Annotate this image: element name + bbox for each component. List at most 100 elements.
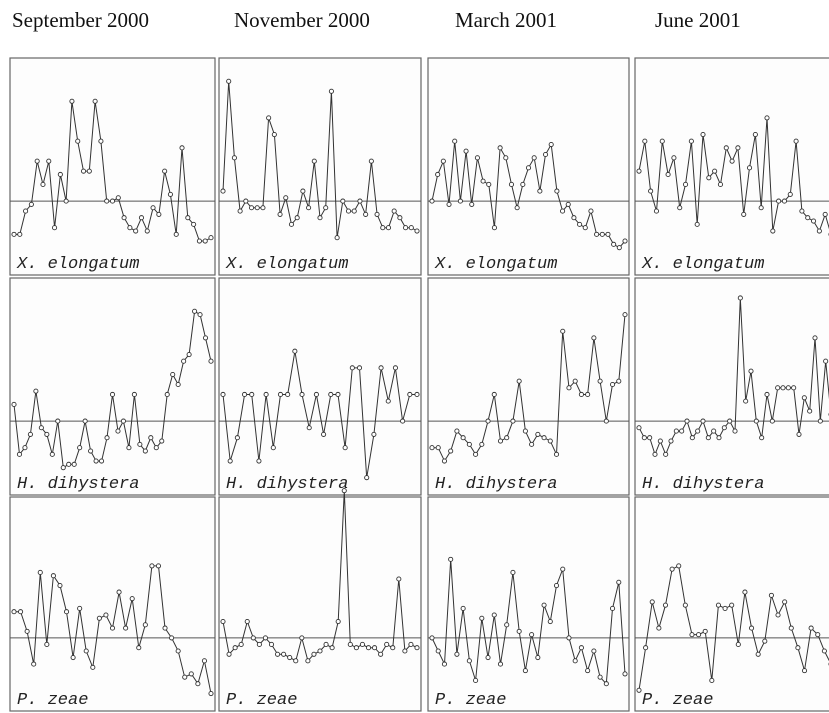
data-point xyxy=(249,391,255,398)
data-point xyxy=(341,488,347,494)
data-point xyxy=(616,245,622,251)
data-point xyxy=(287,654,293,661)
data-point xyxy=(31,661,37,667)
data-point xyxy=(525,165,532,171)
data-point xyxy=(281,651,287,657)
data-point xyxy=(689,632,695,638)
data-point xyxy=(390,645,396,651)
data-point xyxy=(752,131,758,138)
data-point xyxy=(408,225,414,231)
data-point xyxy=(378,365,384,371)
data-point xyxy=(270,445,276,451)
data-point xyxy=(129,596,135,602)
data-point xyxy=(55,418,61,424)
data-point xyxy=(652,451,658,457)
data-point xyxy=(694,221,700,227)
data-point xyxy=(609,381,616,388)
panel-frame xyxy=(427,496,630,712)
data-point xyxy=(605,231,611,237)
data-point xyxy=(69,98,75,104)
data-point xyxy=(173,231,179,237)
data-point xyxy=(109,625,116,631)
data-point xyxy=(741,211,747,217)
data-point xyxy=(162,625,168,631)
data-point xyxy=(220,188,226,194)
data-point xyxy=(99,458,105,464)
species-label: X. elongatum xyxy=(16,255,139,274)
data-point xyxy=(729,602,735,608)
data-point xyxy=(271,131,277,138)
col-title-1: November 2000 xyxy=(234,8,370,32)
data-point xyxy=(196,238,202,244)
data-point xyxy=(473,451,479,457)
data-point xyxy=(299,391,305,398)
data-point xyxy=(49,451,55,457)
data-point xyxy=(706,175,712,181)
data-point xyxy=(755,651,761,657)
data-point xyxy=(162,168,168,174)
data-point xyxy=(238,641,244,648)
data-point xyxy=(175,381,181,388)
data-point xyxy=(578,391,584,398)
data-point xyxy=(121,215,127,221)
data-point xyxy=(63,198,69,204)
data-point xyxy=(457,198,463,204)
data-point xyxy=(622,238,628,244)
data-point xyxy=(277,211,283,217)
data-point xyxy=(244,618,250,625)
data-point xyxy=(648,188,654,194)
data-point xyxy=(801,395,807,401)
data-point xyxy=(572,658,578,664)
data-point xyxy=(123,625,129,631)
data-point xyxy=(454,428,460,434)
data-point xyxy=(454,651,460,657)
data-point xyxy=(599,231,605,237)
data-point xyxy=(34,158,40,164)
data-point xyxy=(313,391,319,398)
species-label: P. zeae xyxy=(435,691,506,710)
data-point xyxy=(414,391,420,398)
data-point xyxy=(283,195,289,201)
data-point xyxy=(144,228,150,234)
data-point xyxy=(400,418,406,424)
data-point xyxy=(293,658,299,664)
col-title-0: September 2000 xyxy=(12,8,150,32)
data-point xyxy=(181,358,187,364)
data-point xyxy=(192,308,198,314)
data-point xyxy=(662,602,669,608)
data-point xyxy=(641,435,647,441)
data-point xyxy=(323,641,329,648)
data-point xyxy=(50,573,56,579)
data-point xyxy=(347,641,353,648)
panel-frame xyxy=(634,57,829,276)
data-point xyxy=(164,391,170,398)
data-point xyxy=(127,225,133,231)
data-point xyxy=(780,385,786,391)
data-point xyxy=(673,428,679,434)
data-point xyxy=(201,658,207,664)
data-point xyxy=(759,435,765,441)
data-point xyxy=(137,441,143,447)
col-title-3: June 2001 xyxy=(655,8,741,32)
data-point xyxy=(11,231,17,237)
data-point xyxy=(407,391,413,398)
data-point xyxy=(770,228,776,234)
data-point xyxy=(392,365,398,371)
data-point xyxy=(77,445,83,451)
data-point xyxy=(104,435,110,441)
data-point xyxy=(71,461,77,467)
data-point xyxy=(582,225,588,231)
data-point xyxy=(126,445,132,451)
data-point xyxy=(408,641,414,648)
data-point xyxy=(311,158,317,164)
data-point xyxy=(679,428,685,434)
data-point xyxy=(591,335,597,341)
data-point xyxy=(787,191,793,197)
data-point xyxy=(742,589,748,595)
data-point xyxy=(497,438,504,444)
data-point xyxy=(812,335,818,341)
data-point xyxy=(485,654,491,661)
data-point xyxy=(429,198,435,204)
panel-frame xyxy=(9,57,216,276)
data-point xyxy=(541,435,547,441)
